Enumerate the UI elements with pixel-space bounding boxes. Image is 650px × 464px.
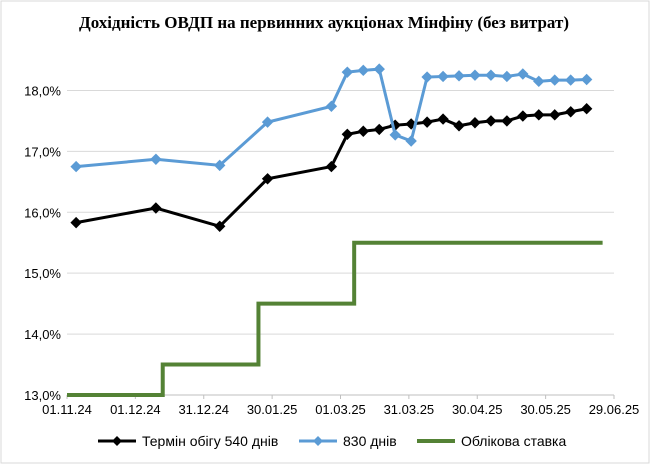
x-tick-label: 30.05.25: [520, 402, 571, 417]
series-2-point: [501, 70, 513, 83]
series-1-point: [564, 106, 577, 118]
series-1-point: [261, 173, 274, 185]
series-1-point: [373, 123, 385, 136]
series-1-point: [533, 109, 545, 121]
series-1-point: [437, 113, 449, 125]
series-1-point: [485, 115, 497, 127]
legend-label-3: Облікова ставка: [461, 433, 566, 449]
x-tick-label: 29.06.25: [589, 402, 640, 417]
series-2-point: [373, 63, 385, 75]
legend-marker-2: [313, 436, 323, 446]
y-tick-label: 17,0%: [24, 144, 61, 159]
series-2-point: [517, 68, 529, 80]
y-tick-label: 14,0%: [24, 327, 61, 342]
x-tick-label: 31.12.24: [178, 402, 229, 417]
y-tick-label: 16,0%: [24, 205, 61, 220]
series-1-point: [70, 216, 82, 229]
series-1-point: [580, 103, 593, 115]
y-tick-label: 18,0%: [24, 83, 61, 98]
series-2-point: [261, 116, 274, 128]
x-tick-label: 01.12.24: [110, 402, 161, 417]
y-axis: 13,0% 14,0% 15,0% 16,0% 17,0% 18,0%: [24, 83, 61, 403]
series-2-point: [564, 74, 577, 86]
series-1-point: [517, 110, 529, 122]
series-1-point: [549, 109, 561, 121]
series-2-point: [213, 159, 226, 172]
series-2-point: [325, 100, 338, 112]
x-tick-label: 30.01.25: [247, 402, 298, 417]
series-2-point: [533, 75, 545, 88]
series-2-point: [421, 71, 433, 83]
series-2-point: [453, 70, 465, 82]
series-2-point: [437, 70, 449, 83]
series-2-point: [405, 135, 417, 147]
series-line-3: [67, 240, 603, 397]
chart-title: Дохідність ОВДП на первинних аукціонах М…: [79, 13, 569, 32]
series-2-point: [485, 69, 497, 81]
series-2-point: [341, 66, 354, 78]
x-tick-label: 30.04.25: [452, 402, 503, 417]
legend-marker-1: [112, 436, 122, 446]
x-tick-label: 31.03.25: [384, 402, 435, 417]
series-2-point: [469, 69, 481, 81]
plot-area: [67, 63, 603, 397]
legend-label-2: 830 днів: [343, 433, 397, 449]
x-axis: 01.11.24 01.12.24 31.12.24 30.01.25 01.03.25…: [42, 394, 640, 417]
legend: Термін обігу 540 днів 830 днів Облікова ст…: [98, 433, 566, 449]
series-1-point: [453, 120, 465, 132]
x-tick-label: 01.11.24: [42, 402, 92, 417]
series-1-point: [213, 220, 226, 232]
series-1-point: [150, 202, 162, 214]
series-1-point: [357, 125, 369, 137]
series-2-point: [389, 129, 401, 141]
y-tick-label: 13,0%: [24, 388, 61, 403]
series-1-point: [325, 160, 338, 173]
series-2-point: [70, 160, 82, 173]
series-1-point: [341, 128, 354, 141]
series-2-point: [580, 73, 593, 86]
series-2-point: [150, 153, 162, 165]
x-tick-label: 01.03.25: [315, 402, 366, 417]
legend-label-1: Термін обігу 540 днів: [142, 433, 278, 449]
series-1-point: [469, 117, 481, 129]
series-1-point: [421, 116, 433, 128]
gridlines: [67, 89, 614, 335]
series-2-point: [549, 74, 561, 86]
y-tick-label: 15,0%: [24, 266, 61, 281]
series-1-point: [501, 115, 513, 127]
series-2-point: [357, 64, 369, 77]
